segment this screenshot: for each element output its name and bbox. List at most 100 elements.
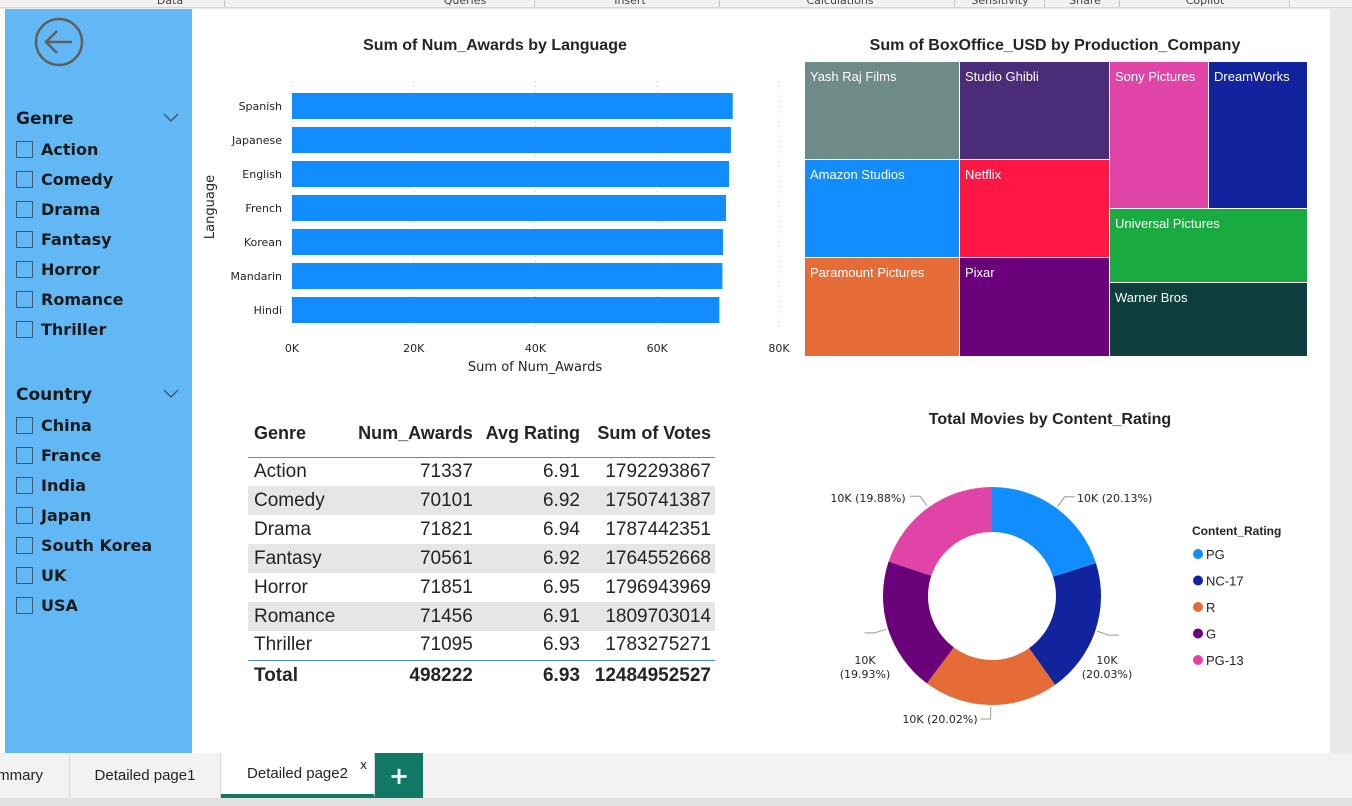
donut-slice[interactable]	[883, 561, 954, 684]
table-cell: Fantasy	[248, 544, 348, 573]
back-arrow-icon[interactable]	[32, 15, 86, 69]
treemap-tile[interactable]: Yash Raj Films	[805, 62, 959, 159]
donut-slice[interactable]	[888, 487, 992, 576]
table-cell: 6.94	[542, 518, 580, 540]
checkbox[interactable]	[16, 476, 33, 494]
ribbon-separator	[534, 0, 535, 7]
table-cell: 1750741387	[583, 486, 715, 515]
table-column-header[interactable]: Avg Rating	[476, 411, 584, 458]
table-cell: 1809703014	[583, 602, 715, 631]
table-row[interactable]: Action 71337 6.91 1792293867	[248, 457, 715, 486]
ribbon-group-label: Share	[1069, 0, 1101, 7]
donut-slice[interactable]	[992, 487, 1096, 577]
bar[interactable]	[292, 195, 727, 221]
legend-item-label[interactable]: PG-13	[1206, 653, 1244, 668]
tab-detailed-page1[interactable]: Detailed page1	[70, 753, 221, 798]
genre-slicer-item[interactable]: Horror	[16, 258, 100, 280]
add-page-button[interactable]: +	[375, 753, 423, 798]
legend-item-label[interactable]: PG	[1206, 547, 1225, 562]
table-row[interactable]: Romance 71456 6.91 1809703014	[248, 602, 715, 631]
checkbox[interactable]	[16, 536, 33, 554]
treemap-tile[interactable]: Sony Pictures	[1110, 62, 1208, 208]
slicer-item-label: Japan	[41, 505, 92, 525]
country-slicer-item[interactable]: France	[16, 444, 101, 466]
close-tab-icon[interactable]: x	[360, 758, 368, 772]
checkbox[interactable]	[16, 200, 33, 218]
table-row[interactable]: Fantasy 70561 6.92 1764552668	[248, 544, 715, 573]
genre-slicer-item[interactable]: Comedy	[16, 168, 113, 190]
treemap-tile[interactable]: Pixar	[960, 258, 1109, 356]
treemap-chart[interactable]: Yash Raj Films Studio Ghibli Sony Pictures…	[805, 62, 1307, 356]
checkbox[interactable]	[16, 290, 33, 308]
treemap-tile[interactable]: DreamWorks	[1209, 62, 1307, 208]
genre-slicer-item[interactable]: Drama	[16, 198, 100, 220]
checkbox[interactable]	[16, 170, 33, 188]
donut-slice[interactable]	[926, 647, 1056, 705]
table-total-cell: 6.93	[476, 659, 584, 691]
treemap-tile[interactable]: Netflix	[960, 160, 1109, 257]
checkbox[interactable]	[16, 596, 33, 614]
treemap-tile[interactable]: Warner Bros	[1110, 283, 1307, 356]
chevron-down-icon[interactable]	[163, 389, 179, 399]
checkbox[interactable]	[16, 320, 33, 338]
treemap-tile[interactable]: Paramount Pictures	[805, 258, 959, 356]
donut-leader-line	[1057, 496, 1075, 507]
table-row[interactable]: Horror 71851 6.95 1796943969	[248, 573, 715, 602]
bar[interactable]	[292, 229, 723, 255]
table-cell: 6.95	[542, 576, 580, 598]
genre-slicer-item[interactable]: Thriller	[16, 318, 106, 340]
checkbox[interactable]	[16, 140, 33, 158]
table-cell: Action	[254, 460, 307, 482]
table-column-header[interactable]: Genre	[248, 411, 348, 458]
tab-summary[interactable]: mmary	[0, 753, 70, 798]
country-slicer-item[interactable]: USA	[16, 594, 78, 616]
slicer-item-label: France	[41, 445, 102, 465]
bar[interactable]	[292, 93, 733, 119]
tab-detailed-page2[interactable]: Detailed page2	[221, 753, 375, 798]
checkbox[interactable]	[16, 416, 33, 434]
donut-leader-line	[864, 628, 887, 634]
genre-slicer-item[interactable]: Action	[16, 138, 98, 160]
donut-data-label: 10K (19.88%)	[830, 492, 905, 505]
table-cell: 71851	[419, 576, 473, 598]
donut-slice[interactable]	[1029, 563, 1101, 685]
checkbox[interactable]	[16, 566, 33, 584]
report-canvas: Genre Action Comedy Drama Fantasy Horror Roma…	[0, 9, 1330, 753]
bar[interactable]	[292, 161, 730, 187]
table-column-header[interactable]: Sum of Votes	[583, 411, 715, 458]
table-column-header[interactable]: Num_Awards	[347, 411, 477, 458]
ribbon-separator	[1119, 0, 1120, 7]
country-slicer-item[interactable]: South Korea	[16, 534, 152, 556]
legend-item-label[interactable]: G	[1206, 627, 1216, 642]
table-cell: 1796943969	[605, 576, 711, 598]
checkbox[interactable]	[16, 446, 33, 464]
country-slicer-item[interactable]: UK	[16, 564, 66, 586]
table-row[interactable]: Comedy 70101 6.92 1750741387	[248, 486, 715, 515]
bar-chart[interactable]: 0K 20K 40K 60K 80K Spanish Japanese English Fren…	[198, 69, 798, 374]
bar[interactable]	[292, 127, 731, 153]
treemap-tile[interactable]: Studio Ghibli	[960, 62, 1109, 159]
genre-slicer-item[interactable]: Romance	[16, 288, 124, 310]
bar[interactable]	[292, 297, 720, 323]
table-row[interactable]: Drama 71821 6.94 1787442351	[248, 515, 715, 544]
checkbox[interactable]	[16, 230, 33, 248]
country-slicer-item[interactable]: China	[16, 414, 92, 436]
checkbox[interactable]	[16, 506, 33, 524]
table-row[interactable]: Thriller 71095 6.93 1783275271	[248, 631, 715, 660]
ribbon-group-label: Data	[156, 0, 184, 7]
legend-item-label[interactable]: R	[1206, 600, 1215, 615]
country-slicer-item[interactable]: Japan	[16, 504, 91, 526]
country-slicer-item[interactable]: India	[16, 474, 86, 496]
slicer-item-label: China	[41, 415, 92, 435]
ribbon: Data Queries Insert Calculations Sensitivity…	[0, 0, 1352, 8]
checkbox[interactable]	[16, 260, 33, 278]
treemap-tile[interactable]: Amazon Studios	[805, 160, 959, 257]
bar[interactable]	[292, 263, 723, 289]
genre-slicer-item[interactable]: Fantasy	[16, 228, 112, 250]
chevron-down-icon[interactable]	[163, 113, 179, 123]
legend-item-label[interactable]: NC-17	[1206, 574, 1244, 589]
status-bar	[0, 798, 1352, 806]
treemap-tile[interactable]: Universal Pictures	[1110, 209, 1307, 282]
slicer-item-label: Fantasy	[41, 229, 112, 249]
donut-chart[interactable]: 10K (20.13%) 10K (20.03%) 10K (20.02%) 10K (1…	[805, 449, 1330, 749]
